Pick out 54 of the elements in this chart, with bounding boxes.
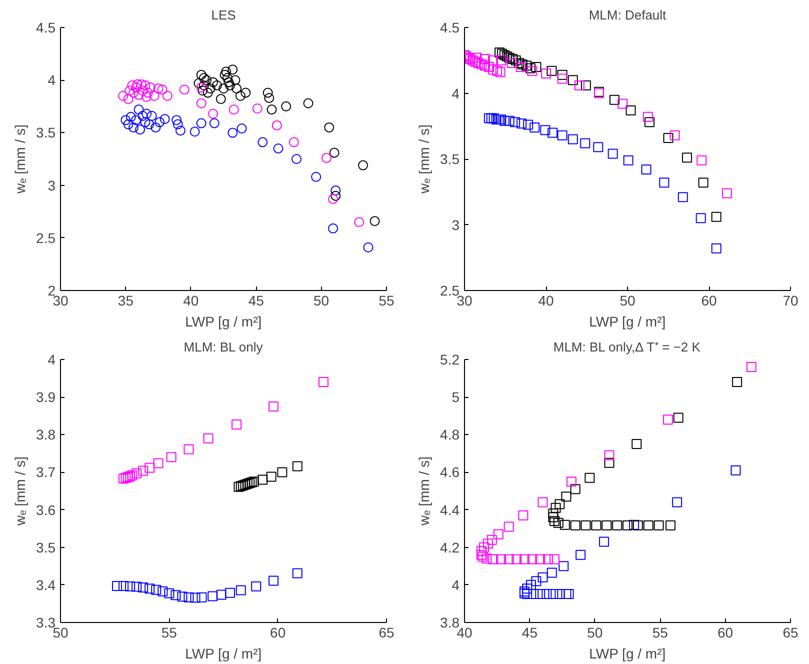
chart-title: MLM: Default	[588, 8, 667, 22]
y-tick-label: 4.2	[440, 539, 460, 556]
y-tick-label: 3.5	[440, 151, 460, 167]
y-tick-label: 4.4	[440, 502, 460, 518]
x-tick-label: 60	[701, 292, 717, 308]
y-tick-label: 5.2	[440, 352, 460, 368]
y-tick-label: 3.7	[36, 464, 56, 480]
x-tick-label: 40	[538, 292, 554, 308]
y-tick-label: 5	[452, 389, 460, 406]
y-axis-title: wₑ [mm / s]	[12, 456, 28, 526]
x-tick-label: 35	[118, 292, 134, 308]
x-tick-label: 40	[183, 292, 199, 308]
y-axis-title: wₑ [mm / s]	[12, 124, 28, 194]
y-tick-label: 3.5	[36, 539, 56, 556]
x-tick-label: 60	[718, 624, 734, 640]
x-axis-title: LWP [g / m²]	[185, 646, 262, 662]
x-tick-label: 70	[782, 292, 798, 308]
y-tick-label: 3.8	[440, 614, 460, 630]
x-tick-label: 55	[161, 624, 178, 640]
x-axis-title: LWP [g / m²]	[185, 314, 262, 330]
x-tick-label: 65	[378, 624, 394, 640]
y-axis-title: wₑ [mm / s]	[416, 456, 432, 526]
y-tick-label: 3.5	[36, 124, 56, 141]
x-tick-label: 55	[378, 292, 394, 308]
x-tick-label: 60	[270, 624, 286, 640]
y-tick-label: 3.9	[36, 389, 56, 406]
y-tick-label: 3	[48, 177, 56, 194]
x-tick-label: 55	[652, 624, 668, 640]
y-axis-title: wₑ [mm / s]	[416, 124, 432, 194]
chart-title: MLM: BL only	[184, 340, 264, 354]
y-tick-label: 4	[48, 352, 56, 368]
y-tick-label: 3	[452, 216, 460, 233]
y-tick-label: 3.4	[36, 576, 56, 593]
y-tick-label: 3.6	[36, 502, 56, 518]
x-tick-label: 65	[782, 624, 798, 640]
chart-title: MLM: BL only,Δ T⁺ = −2 K	[553, 340, 701, 354]
y-tick-label: 4	[452, 576, 460, 593]
x-tick-label: 45	[522, 624, 538, 640]
y-tick-label: 4.6	[440, 464, 460, 480]
x-axis-title: LWP [g / m²]	[589, 646, 666, 662]
y-tick-label: 4	[48, 72, 56, 88]
y-tick-label: 4.5	[440, 20, 460, 36]
y-tick-label: 4.8	[440, 426, 460, 443]
x-tick-label: 45	[248, 292, 264, 308]
x-tick-label: 50	[314, 292, 330, 308]
y-tick-label: 2.5	[36, 230, 56, 246]
chart-title: LES	[211, 8, 236, 22]
x-axis-title: LWP [g / m²]	[589, 314, 666, 330]
x-tick-label: 50	[620, 292, 636, 308]
y-tick-label: 3.8	[36, 426, 56, 443]
x-tick-label: 50	[587, 624, 603, 640]
x-tick-label: 30	[52, 292, 68, 308]
y-tick-label: 4	[452, 85, 460, 102]
y-tick-label: 4.5	[36, 20, 56, 36]
